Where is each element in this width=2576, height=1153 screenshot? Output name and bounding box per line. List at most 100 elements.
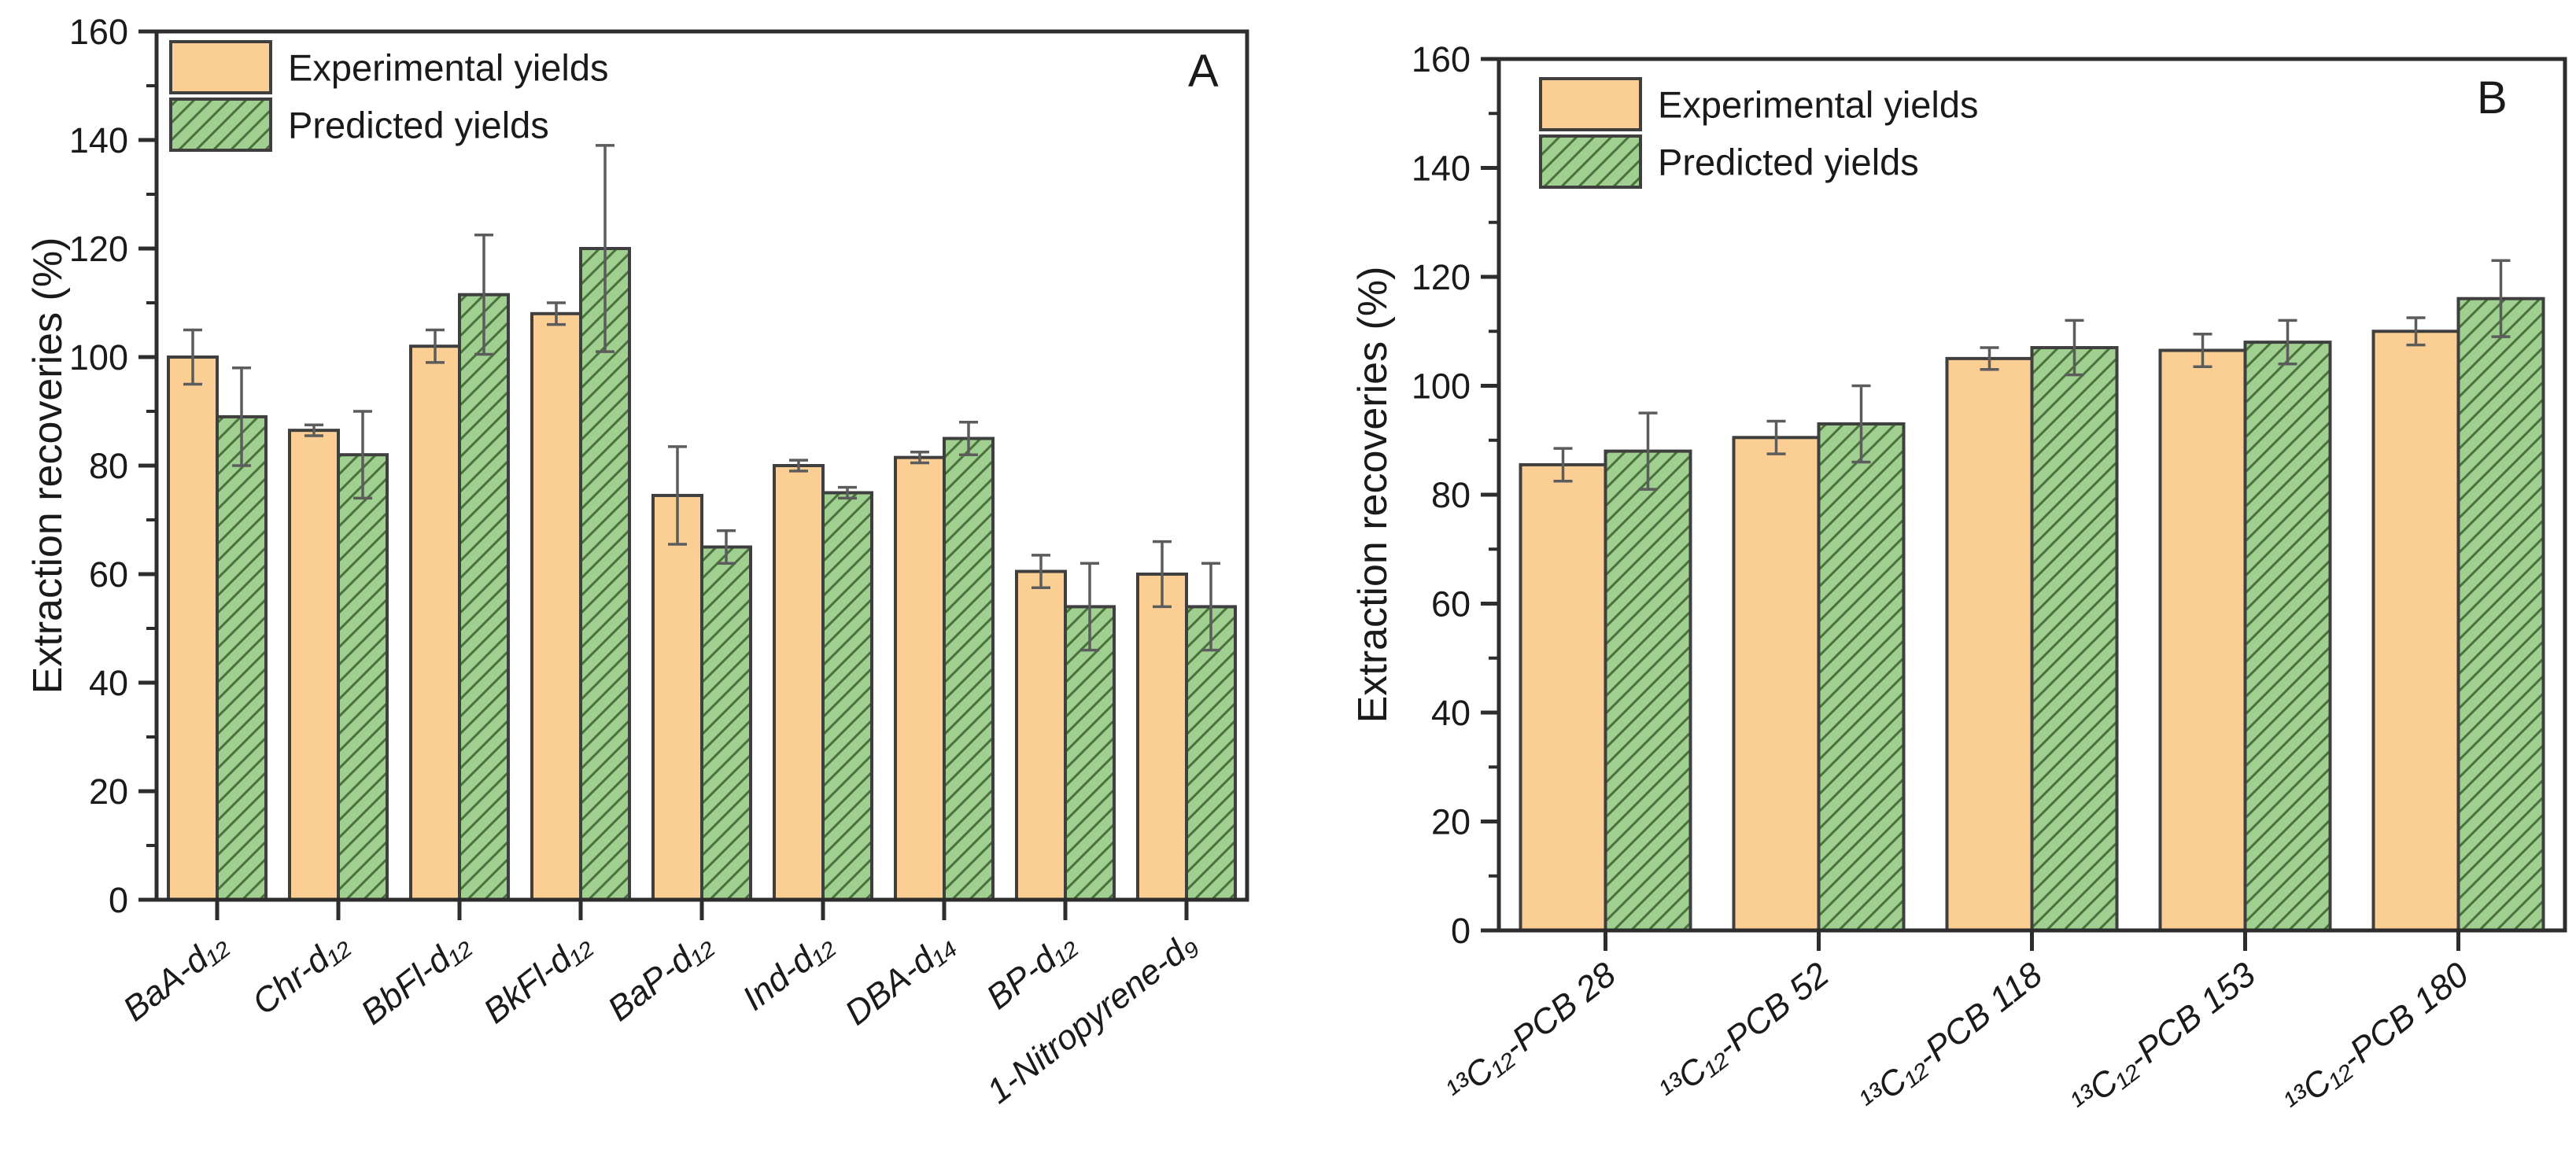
y-tick-label: 60 bbox=[1431, 584, 1471, 624]
bar-experimental bbox=[1136, 573, 1188, 901]
bar-experimental bbox=[288, 429, 340, 901]
legend-swatch-experimental bbox=[169, 40, 272, 94]
error-bar bbox=[1553, 447, 1573, 483]
legend-label: Predicted yields bbox=[288, 105, 549, 146]
bar-predicted bbox=[700, 545, 752, 901]
bar-experimental bbox=[773, 464, 825, 901]
error-bar bbox=[1980, 346, 1999, 371]
error-bar bbox=[183, 328, 202, 386]
error-bar bbox=[668, 445, 687, 546]
bar-experimental bbox=[1732, 436, 1821, 932]
y-tick-label: 20 bbox=[89, 772, 128, 812]
x-tick-label: 1-Nitropyrene-d₉ bbox=[980, 924, 1204, 1111]
x-tick-label: ¹³C₁₂-PCB 28 bbox=[1439, 955, 1623, 1111]
error-bar bbox=[353, 410, 372, 500]
x-tick-label: ¹³C₁₂-PCB 153 bbox=[2064, 955, 2263, 1122]
bar-predicted bbox=[216, 414, 268, 901]
error-bar bbox=[2491, 259, 2511, 338]
error-bar bbox=[1766, 419, 1786, 455]
bar-predicted bbox=[1817, 422, 1906, 932]
x-tick-label: BaP-d₁₂ bbox=[600, 924, 719, 1029]
plot-border bbox=[154, 29, 1249, 902]
error-bar bbox=[1032, 554, 1050, 589]
error-bar bbox=[2278, 319, 2297, 366]
bar-predicted bbox=[943, 437, 995, 901]
error-bar bbox=[910, 451, 929, 465]
bar-experimental bbox=[2158, 348, 2247, 932]
bar-predicted bbox=[821, 491, 873, 901]
bar-experimental bbox=[651, 493, 703, 901]
panel-A: 0 20 40 60 80 100 120 140 160 BaA-d₁₂ Chr-d₁₂BbFl-… bbox=[25, 12, 1249, 1111]
error-bar bbox=[959, 421, 978, 456]
bar-predicted bbox=[2030, 346, 2119, 932]
y-tick-label: 20 bbox=[1431, 802, 1471, 842]
x-tick-label: BaA-d₁₂ bbox=[116, 924, 234, 1029]
x-tick-label: ¹³C₁₂-PCB 52 bbox=[1652, 955, 1836, 1110]
bar-experimental bbox=[530, 311, 582, 901]
legend-label: Experimental yields bbox=[288, 47, 609, 89]
y-tick-label: 0 bbox=[109, 880, 128, 920]
bar-experimental bbox=[2371, 330, 2460, 932]
bar-experimental bbox=[409, 344, 461, 901]
bar-experimental bbox=[1015, 569, 1067, 901]
y-tick-label: 60 bbox=[89, 554, 128, 595]
error-bar bbox=[1153, 540, 1172, 609]
x-tick-label: BbFl-d₁₂ bbox=[354, 924, 478, 1032]
x-tick-label: ¹³C₁₂-PCB 180 bbox=[2277, 955, 2476, 1122]
error-bar bbox=[1851, 384, 1871, 464]
y-tick-label: 40 bbox=[1431, 693, 1471, 733]
y-tick-label: 100 bbox=[69, 337, 128, 378]
y-axis-title: Extraction recoveries (%) bbox=[25, 238, 71, 694]
panel-letter: A bbox=[1188, 46, 1219, 97]
y-tick-label: 40 bbox=[89, 663, 128, 703]
x-tick-label: DBA-d₁₄ bbox=[838, 924, 961, 1033]
error-bar bbox=[1638, 411, 1658, 491]
y-tick-label: 160 bbox=[1412, 39, 1471, 79]
error-bar bbox=[426, 328, 445, 364]
bar-predicted bbox=[2243, 341, 2332, 933]
bar-experimental bbox=[167, 355, 219, 901]
bar-predicted bbox=[458, 293, 510, 901]
plot-border bbox=[1497, 57, 2567, 933]
y-tick-label: 140 bbox=[1412, 149, 1471, 189]
error-bar bbox=[1201, 562, 1220, 652]
bar-experimental bbox=[894, 455, 946, 901]
y-tick-label: 120 bbox=[1412, 257, 1471, 297]
legend-swatch-predicted bbox=[1539, 134, 1642, 189]
bar-experimental bbox=[1519, 462, 1607, 932]
legend-swatch-predicted bbox=[169, 98, 272, 152]
error-bar bbox=[789, 459, 808, 473]
y-axis-title: Extraction recoveries (%) bbox=[1350, 267, 1396, 724]
y-tick-label: 100 bbox=[1412, 367, 1471, 407]
legend-label: Predicted yields bbox=[1658, 142, 1919, 183]
bar-predicted bbox=[1064, 605, 1116, 902]
bar-experimental bbox=[1945, 356, 2034, 932]
x-tick-label: ¹³C₁₂-PCB 118 bbox=[1852, 955, 2050, 1121]
y-tick-label: 120 bbox=[69, 229, 128, 269]
y-tick-label: 160 bbox=[69, 12, 128, 52]
bar-predicted bbox=[337, 453, 389, 901]
error-bar bbox=[717, 529, 736, 565]
error-bar bbox=[2193, 332, 2212, 369]
error-bar bbox=[2065, 319, 2084, 377]
x-tick-label: Chr-d₁₂ bbox=[245, 924, 356, 1022]
error-bar bbox=[1080, 562, 1099, 652]
y-tick-label: 80 bbox=[1431, 475, 1471, 515]
y-tick-label: 0 bbox=[1451, 911, 1471, 951]
error-bar bbox=[596, 144, 614, 353]
error-bar bbox=[547, 301, 566, 326]
legend-label: Experimental yields bbox=[1658, 84, 1979, 126]
error-bar bbox=[2406, 316, 2426, 347]
legend-swatch-experimental bbox=[1539, 77, 1642, 131]
x-tick-label: BkFl-d₁₂ bbox=[477, 924, 599, 1031]
error-bar bbox=[232, 367, 251, 467]
panel-letter: B bbox=[2477, 72, 2508, 123]
error-bar bbox=[838, 485, 857, 500]
error-bar bbox=[304, 423, 323, 437]
error-bar bbox=[474, 234, 493, 356]
y-tick-label: 140 bbox=[69, 120, 128, 160]
bar-predicted bbox=[1604, 449, 1692, 932]
